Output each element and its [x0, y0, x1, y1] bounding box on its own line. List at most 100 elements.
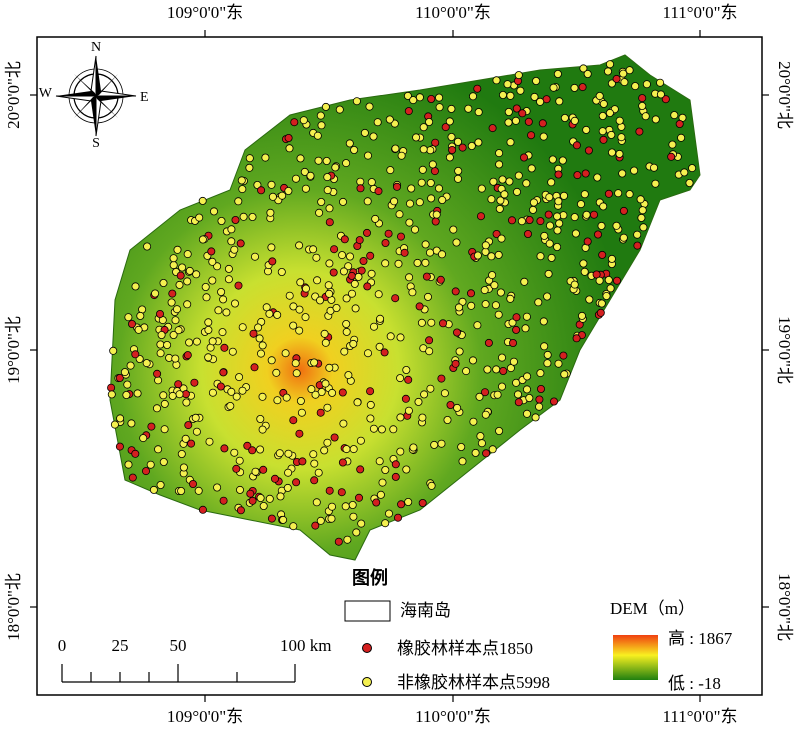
sample-point — [227, 237, 236, 246]
sample-point — [175, 280, 184, 289]
lon-label: 111°0'0"东 — [662, 3, 737, 22]
sample-point — [516, 86, 525, 95]
sample-point — [360, 128, 369, 137]
sample-point — [582, 210, 591, 219]
sample-point — [529, 205, 538, 214]
sample-point — [418, 498, 427, 507]
sample-point — [347, 271, 356, 280]
sample-point — [506, 294, 515, 303]
sample-point — [579, 64, 588, 73]
sample-point — [543, 292, 552, 301]
sample-point — [316, 408, 325, 417]
sample-point — [362, 228, 371, 237]
sample-point — [536, 217, 545, 226]
sample-point — [418, 413, 427, 422]
sample-point — [612, 74, 621, 83]
sample-point — [536, 369, 545, 378]
sample-point — [378, 478, 387, 487]
sample-point — [127, 319, 136, 328]
sample-point — [133, 389, 142, 398]
sample-point — [323, 186, 332, 195]
scale-label: 100 km — [280, 636, 331, 655]
sample-point — [604, 67, 613, 76]
dem-low: 低 : -18 — [668, 674, 721, 693]
sample-point — [235, 485, 244, 494]
sample-point — [451, 359, 460, 368]
sample-point — [579, 259, 588, 268]
sample-point — [523, 409, 532, 418]
sample-point — [559, 351, 568, 360]
sample-point — [341, 502, 350, 511]
sample-point — [172, 305, 181, 314]
sample-point — [405, 218, 414, 227]
sample-point — [295, 241, 304, 250]
sample-point — [529, 198, 538, 207]
sample-point — [374, 187, 383, 196]
sample-point — [344, 262, 353, 271]
sample-point — [107, 383, 116, 392]
sample-point — [544, 210, 553, 219]
sample-point — [495, 149, 504, 158]
sample-point — [201, 282, 210, 291]
sample-point — [243, 441, 252, 450]
sample-point — [453, 174, 462, 183]
compass-n: N — [91, 40, 101, 55]
sample-point — [372, 498, 381, 507]
sample-point — [535, 402, 544, 411]
sample-point — [553, 226, 562, 235]
sample-point — [354, 493, 363, 502]
sample-point — [295, 326, 304, 335]
sample-point — [445, 117, 454, 126]
sample-point — [638, 206, 647, 215]
sample-point — [109, 346, 118, 355]
sample-point — [391, 144, 400, 153]
sample-point — [198, 196, 207, 205]
sample-point — [517, 217, 526, 226]
sample-point — [251, 467, 260, 476]
sample-point — [185, 266, 194, 275]
sample-point — [310, 459, 319, 468]
sample-point — [168, 391, 177, 400]
sample-point — [620, 78, 629, 87]
sample-point — [513, 187, 522, 196]
sample-point — [497, 234, 506, 243]
sample-point — [219, 295, 228, 304]
sample-point — [141, 467, 150, 476]
sample-point — [427, 481, 436, 490]
sample-point — [386, 166, 395, 175]
sample-point — [633, 241, 642, 250]
sample-point — [316, 516, 325, 525]
sample-point — [497, 353, 506, 362]
sample-point — [232, 464, 241, 473]
sample-point — [363, 151, 372, 160]
sample-point — [313, 131, 322, 140]
sample-point — [445, 153, 454, 162]
sample-point — [279, 515, 288, 524]
sample-point — [555, 97, 564, 106]
lat-label: 20°0'0"北 — [4, 61, 23, 129]
sample-point — [169, 330, 178, 339]
sample-point — [339, 419, 348, 428]
sample-point — [266, 208, 275, 217]
sample-point — [209, 207, 218, 216]
sample-point — [423, 292, 432, 301]
sample-point — [154, 376, 163, 385]
sample-point — [545, 193, 554, 202]
sample-point — [446, 400, 455, 409]
sample-point — [504, 108, 513, 117]
sample-point — [376, 490, 385, 499]
sample-point — [275, 449, 284, 458]
sample-point — [230, 448, 239, 457]
sample-point — [356, 184, 365, 193]
sample-point — [267, 514, 276, 523]
sample-point — [195, 213, 204, 222]
sample-point — [322, 156, 331, 165]
sample-point — [401, 394, 410, 403]
sample-point — [177, 486, 186, 495]
sample-point — [396, 333, 405, 342]
sample-point — [438, 319, 447, 328]
sample-point — [642, 80, 651, 89]
sample-point — [391, 472, 400, 481]
sample-point — [452, 328, 461, 337]
sample-point — [548, 155, 557, 164]
